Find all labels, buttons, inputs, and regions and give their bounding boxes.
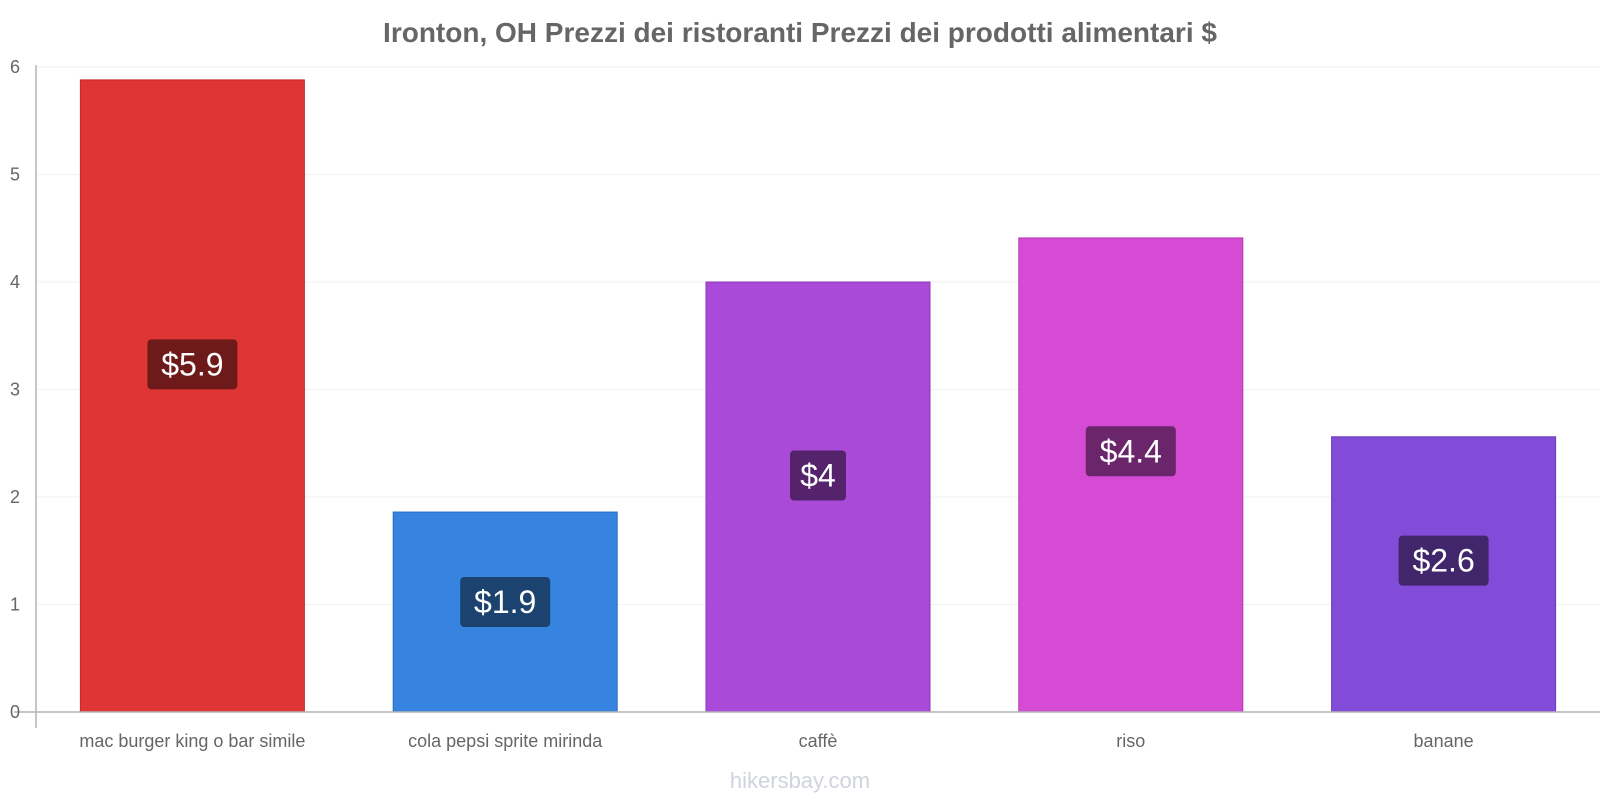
data-labels: $5.9 $1.9 $4 $4.4 $2.6 [147,339,1489,628]
y-tick-label: 0 [10,702,20,722]
data-label: $5.9 [161,346,223,382]
data-label-box [460,577,551,628]
watermark: hikersbay.com [730,768,870,793]
x-category-label: riso [1116,731,1145,751]
bars [79,79,1557,713]
data-label: $4.4 [1100,433,1162,469]
data-label: $2.6 [1412,543,1474,579]
x-category-label: mac burger king o bar simile [79,731,305,751]
y-tick-label: 2 [10,487,20,507]
data-label-box [1085,426,1176,477]
data-label-box [147,339,238,390]
bar [79,79,305,713]
data-label-box [1398,535,1489,586]
data-label-box [790,450,846,501]
x-category-label: banane [1414,731,1474,751]
y-tick-label: 6 [10,57,20,77]
axes [14,65,1600,728]
y-tick-label: 5 [10,165,20,185]
x-category-labels: mac burger king o bar simile cola pepsi s… [79,731,1473,751]
data-label: $4 [800,458,836,494]
x-category-label: caffè [799,731,838,751]
y-tick-label: 3 [10,380,20,400]
x-category-label: cola pepsi sprite mirinda [408,731,603,751]
chart-title: Ironton, OH Prezzi dei ristoranti Prezzi… [383,17,1217,48]
y-tick-labels: 0 1 2 3 4 5 6 [10,57,20,722]
y-tick-label: 1 [10,595,20,615]
data-label: $1.9 [474,584,536,620]
y-tick-label: 4 [10,272,20,292]
